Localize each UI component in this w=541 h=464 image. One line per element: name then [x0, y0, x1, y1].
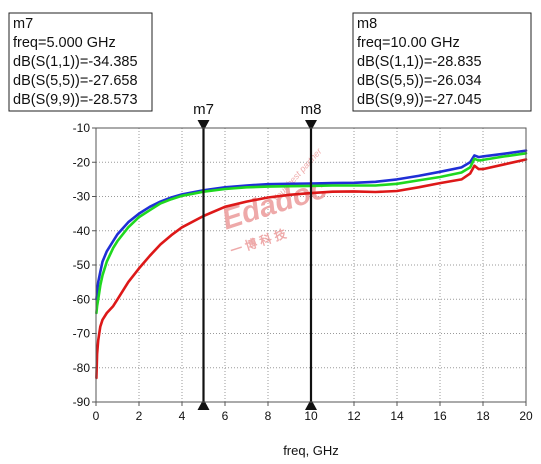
m7-title: m7 — [13, 16, 33, 32]
y-tick-label: -40 — [73, 224, 91, 238]
x-tick-labels: 0 2 4 6 8 10 12 14 16 18 20 — [93, 409, 533, 423]
m7-freq: freq=5.000 GHz — [13, 35, 116, 51]
x-tick-label: 2 — [136, 409, 143, 423]
y-tick-label: -70 — [73, 327, 91, 341]
series-line-3 — [95, 158, 528, 380]
marker-box-m8[interactable]: m8 freq=10.00 GHz dB(S(1,1))=-28.835 dB(… — [352, 12, 532, 112]
m8-freq: freq=10.00 GHz — [357, 35, 460, 51]
x-tick-label: 20 — [519, 409, 533, 423]
x-tick-label: 10 — [304, 409, 318, 423]
x-tick-label: 6 — [222, 409, 229, 423]
x-tick-label: 0 — [93, 409, 100, 423]
x-tick-label: 4 — [179, 409, 186, 423]
y-tick-label: -10 — [73, 121, 91, 135]
marker-box-m8-frame — [352, 12, 532, 112]
y-tick-label: -50 — [73, 258, 91, 272]
m7-s55: dB(S(5,5))=-27.658 — [13, 73, 138, 89]
x-axis-label: freq, GHz — [283, 443, 339, 458]
marker-triangle-top-m8 — [305, 120, 317, 131]
m8-s99: dB(S(9,9))=-27.045 — [357, 92, 482, 108]
y-tick-label: -20 — [73, 155, 91, 169]
marker-box-m7[interactable]: m7 freq=5.000 GHz dB(S(1,1))=-34.385 dB(… — [8, 12, 153, 112]
series-line-1 — [95, 149, 528, 301]
x-tick-label: 16 — [433, 409, 447, 423]
m7-s11: dB(S(1,1))=-34.385 — [13, 54, 138, 70]
marker-triangle-bottom-m8 — [305, 399, 317, 410]
m8-title: m8 — [357, 16, 377, 32]
series-layer — [95, 149, 528, 380]
marker-label-m7: m7 — [193, 101, 214, 118]
x-tick-label: 14 — [390, 409, 404, 423]
marker-triangle-top-m7 — [197, 120, 210, 131]
y-tick-label: -60 — [73, 292, 91, 306]
x-tick-label: 18 — [476, 409, 490, 423]
m8-s11: dB(S(1,1))=-28.835 — [357, 54, 482, 70]
y-tick-label: -90 — [73, 395, 91, 409]
series-line-2 — [95, 152, 528, 315]
m7-s99: dB(S(9,9))=-28.573 — [13, 92, 138, 108]
y-tick-labels: -10 -20 -30 -40 -50 -60 -70 -80 -90 — [73, 121, 91, 409]
plot-frame — [95, 127, 527, 403]
marker-lines: m7 m8 — [193, 101, 321, 410]
marker-box-m7-frame — [8, 12, 153, 112]
marker-triangle-bottom-m7 — [197, 399, 210, 410]
x-tick-label: 8 — [265, 409, 272, 423]
y-tick-label: -30 — [73, 190, 91, 204]
m8-s55: dB(S(5,5))=-26.034 — [357, 73, 482, 89]
marker-label-m8: m8 — [301, 101, 322, 118]
x-tick-label: 12 — [347, 409, 361, 423]
y-tick-label: -80 — [73, 361, 91, 375]
